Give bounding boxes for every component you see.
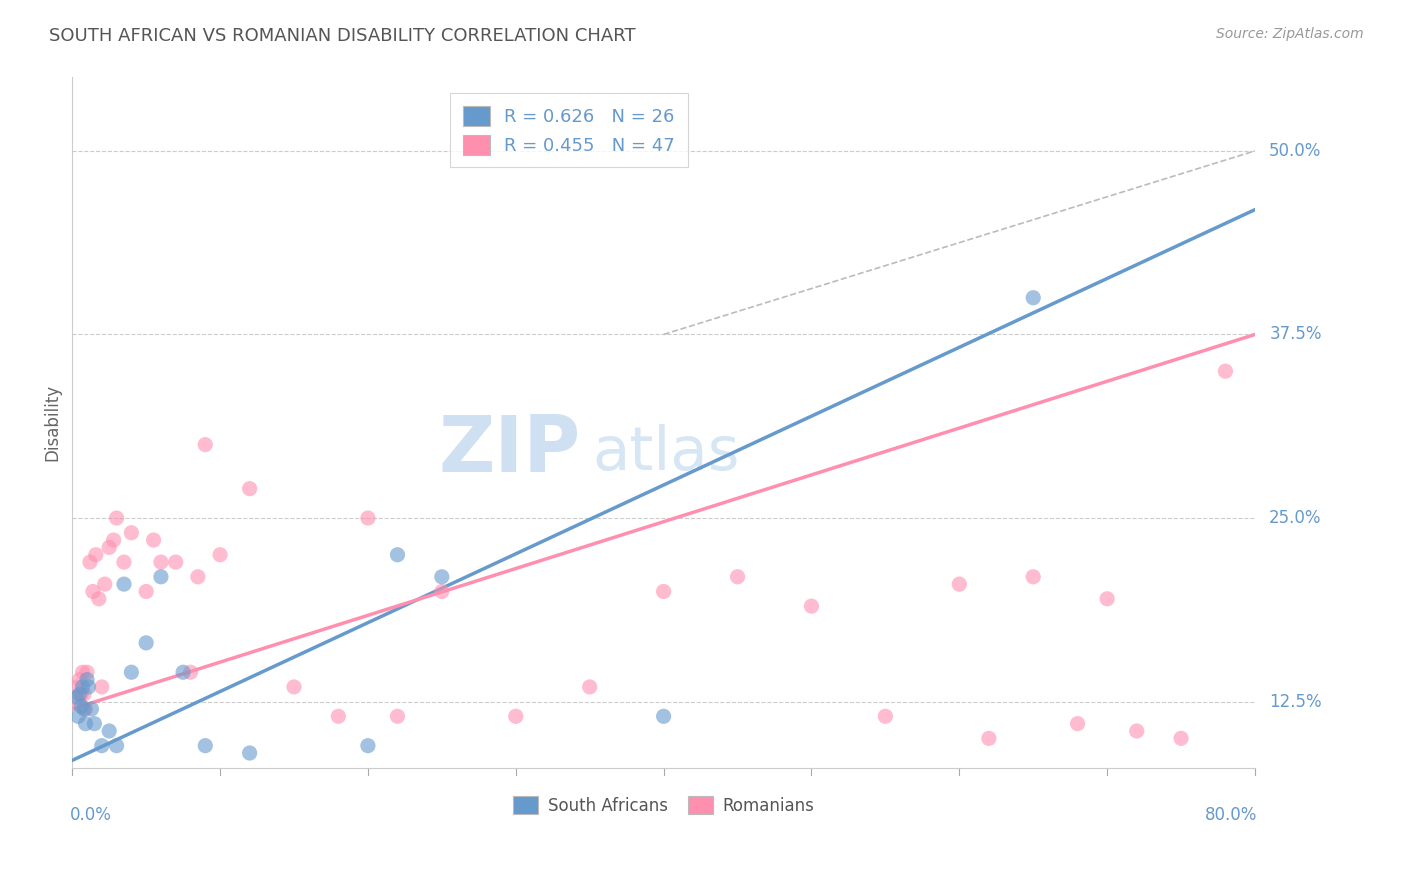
Point bbox=[283, 680, 305, 694]
Point bbox=[87, 591, 110, 606]
Y-axis label: Disability: Disability bbox=[44, 384, 60, 461]
Point bbox=[77, 680, 100, 694]
Point bbox=[67, 695, 90, 709]
Point bbox=[80, 702, 103, 716]
Point bbox=[103, 533, 125, 547]
Point bbox=[98, 723, 121, 738]
Point bbox=[165, 555, 187, 569]
Point bbox=[239, 746, 262, 760]
Point bbox=[66, 690, 89, 705]
Point bbox=[112, 555, 135, 569]
Point bbox=[357, 739, 380, 753]
Text: 50.0%: 50.0% bbox=[1270, 142, 1322, 160]
Point bbox=[387, 548, 409, 562]
Point bbox=[239, 482, 262, 496]
Legend: South Africans, Romanians: South Africans, Romanians bbox=[506, 789, 821, 822]
Point bbox=[105, 511, 128, 525]
Point bbox=[948, 577, 970, 591]
Point bbox=[90, 680, 112, 694]
Point bbox=[1066, 716, 1088, 731]
Point bbox=[72, 665, 94, 680]
Point bbox=[79, 555, 101, 569]
Point bbox=[135, 636, 157, 650]
Point bbox=[72, 680, 94, 694]
Text: atlas: atlas bbox=[593, 424, 740, 483]
Point bbox=[1022, 570, 1045, 584]
Point bbox=[70, 687, 93, 701]
Point bbox=[76, 673, 98, 687]
Point bbox=[120, 525, 142, 540]
Point bbox=[75, 702, 97, 716]
Point bbox=[652, 584, 675, 599]
Point bbox=[84, 548, 107, 562]
Point bbox=[578, 680, 600, 694]
Point bbox=[69, 687, 91, 701]
Text: 0.0%: 0.0% bbox=[70, 805, 111, 823]
Point bbox=[149, 555, 172, 569]
Point bbox=[73, 702, 96, 716]
Point bbox=[76, 665, 98, 680]
Text: 37.5%: 37.5% bbox=[1270, 326, 1322, 343]
Point bbox=[1215, 364, 1237, 378]
Point bbox=[70, 699, 93, 714]
Point bbox=[66, 680, 89, 694]
Point bbox=[505, 709, 527, 723]
Point bbox=[83, 716, 105, 731]
Point bbox=[328, 709, 350, 723]
Point bbox=[94, 577, 117, 591]
Point bbox=[67, 709, 90, 723]
Point bbox=[430, 570, 453, 584]
Point bbox=[187, 570, 209, 584]
Text: SOUTH AFRICAN VS ROMANIAN DISABILITY CORRELATION CHART: SOUTH AFRICAN VS ROMANIAN DISABILITY COR… bbox=[49, 27, 636, 45]
Text: 80.0%: 80.0% bbox=[1205, 805, 1257, 823]
Point bbox=[112, 577, 135, 591]
Point bbox=[430, 584, 453, 599]
Point bbox=[75, 716, 97, 731]
Point bbox=[727, 570, 749, 584]
Point bbox=[82, 584, 104, 599]
Point bbox=[1022, 291, 1045, 305]
Point bbox=[194, 437, 217, 451]
Point bbox=[120, 665, 142, 680]
Point bbox=[652, 709, 675, 723]
Point bbox=[875, 709, 897, 723]
Point bbox=[69, 673, 91, 687]
Point bbox=[135, 584, 157, 599]
Text: 25.0%: 25.0% bbox=[1270, 509, 1322, 527]
Point bbox=[1125, 723, 1147, 738]
Point bbox=[387, 709, 409, 723]
Point bbox=[73, 687, 96, 701]
Text: 12.5%: 12.5% bbox=[1270, 692, 1322, 711]
Point bbox=[1170, 731, 1192, 746]
Point bbox=[105, 739, 128, 753]
Point bbox=[179, 665, 201, 680]
Text: ZIP: ZIP bbox=[439, 412, 581, 488]
Point bbox=[800, 599, 823, 614]
Point bbox=[142, 533, 165, 547]
Point bbox=[357, 511, 380, 525]
Point bbox=[98, 541, 121, 555]
Point bbox=[194, 739, 217, 753]
Point bbox=[172, 665, 194, 680]
Point bbox=[1095, 591, 1118, 606]
Point bbox=[209, 548, 232, 562]
Point bbox=[977, 731, 1000, 746]
Point bbox=[149, 570, 172, 584]
Text: Source: ZipAtlas.com: Source: ZipAtlas.com bbox=[1216, 27, 1364, 41]
Point bbox=[90, 739, 112, 753]
